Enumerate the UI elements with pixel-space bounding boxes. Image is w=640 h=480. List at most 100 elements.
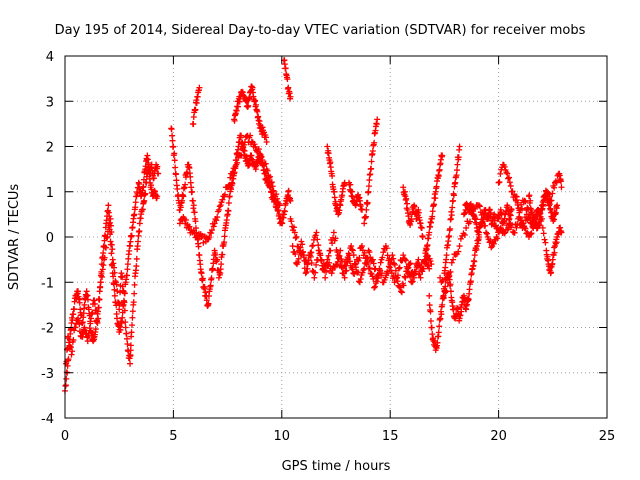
data-point [282,65,289,72]
data-point [539,224,546,231]
data-point [427,317,434,324]
data-point [76,299,83,306]
data-point [76,321,83,328]
data-point [351,270,358,277]
data-point [454,161,461,168]
data-point [186,223,193,230]
data-point [238,132,245,139]
data-point [231,169,238,176]
data-point [252,144,259,151]
data-point [501,230,508,237]
data-point [81,301,88,308]
data-point [429,208,436,215]
data-point [190,202,197,209]
data-point [506,174,513,181]
data-point [448,212,455,219]
data-point [479,209,486,216]
data-point [379,254,386,261]
data-point [393,274,400,281]
data-point [391,261,398,268]
data-point [168,126,175,133]
data-point [401,273,408,280]
data-point [129,308,136,315]
data-point [430,201,437,208]
data-point [263,138,270,145]
data-point [291,229,298,236]
data-point [227,174,234,181]
data-point [446,272,453,279]
data-point [297,244,304,251]
x-tick-label: 0 [61,429,69,444]
data-point [182,181,189,188]
data-point [455,154,462,161]
data-point [455,248,462,255]
data-point [405,213,412,220]
data-point [539,205,546,212]
data-point [281,208,288,215]
data-point [325,252,332,259]
data-point [426,265,433,272]
data-point [95,304,102,311]
data-point [513,224,520,231]
data-point [536,221,543,228]
data-point [139,206,146,213]
data-point [427,258,434,265]
data-point [255,146,262,153]
data-point [369,273,376,280]
data-point [337,247,344,254]
data-point [521,197,528,204]
data-point [128,322,135,329]
x-tick-label: 20 [490,429,507,444]
data-point [465,296,472,303]
data-point [111,269,118,276]
data-point [454,305,461,312]
data-point [225,182,232,189]
data-point [402,257,409,264]
data-point [68,351,75,358]
data-point [378,272,385,279]
data-point [298,238,305,245]
data-point [447,268,454,275]
data-point [507,212,514,219]
data-point [155,170,162,177]
data-point [356,254,363,261]
data-point [506,179,513,186]
data-point [385,270,392,277]
data-point [294,259,301,266]
data-point [494,235,501,242]
data-point [450,197,457,204]
data-point [421,256,428,263]
data-point [198,270,205,277]
data-point [92,326,99,333]
data-point [102,244,109,251]
data-point [326,259,333,266]
data-point [131,290,138,297]
data-point [273,191,280,198]
data-point [324,143,331,150]
data-point [122,324,129,331]
data-point [366,265,373,272]
data-point [124,340,131,347]
data-point [312,232,319,239]
data-point [443,288,450,295]
data-point [216,203,223,210]
data-point [195,243,202,250]
data-point [62,382,69,389]
data-point [108,250,115,257]
data-point [407,260,414,267]
data-point [343,267,350,274]
data-point [133,255,140,262]
data-point [456,143,463,150]
data-point [101,254,108,261]
data-point [514,199,521,206]
y-tick-label: 1 [46,186,54,201]
data-point [313,261,320,268]
data-point [106,213,113,220]
data-point [109,246,116,253]
data-point [389,252,396,259]
data-point [97,283,104,290]
data-point [124,266,131,273]
data-point [349,266,356,273]
data-point [518,217,525,224]
